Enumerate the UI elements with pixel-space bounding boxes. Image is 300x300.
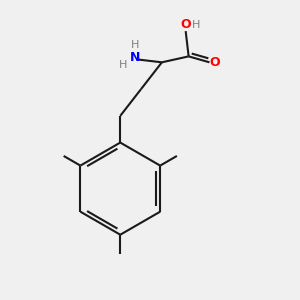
Text: H: H (119, 60, 128, 70)
Text: O: O (209, 56, 220, 69)
Text: N: N (130, 51, 140, 64)
Text: O: O (180, 18, 191, 31)
Text: H: H (131, 40, 139, 50)
Text: H: H (192, 20, 200, 30)
